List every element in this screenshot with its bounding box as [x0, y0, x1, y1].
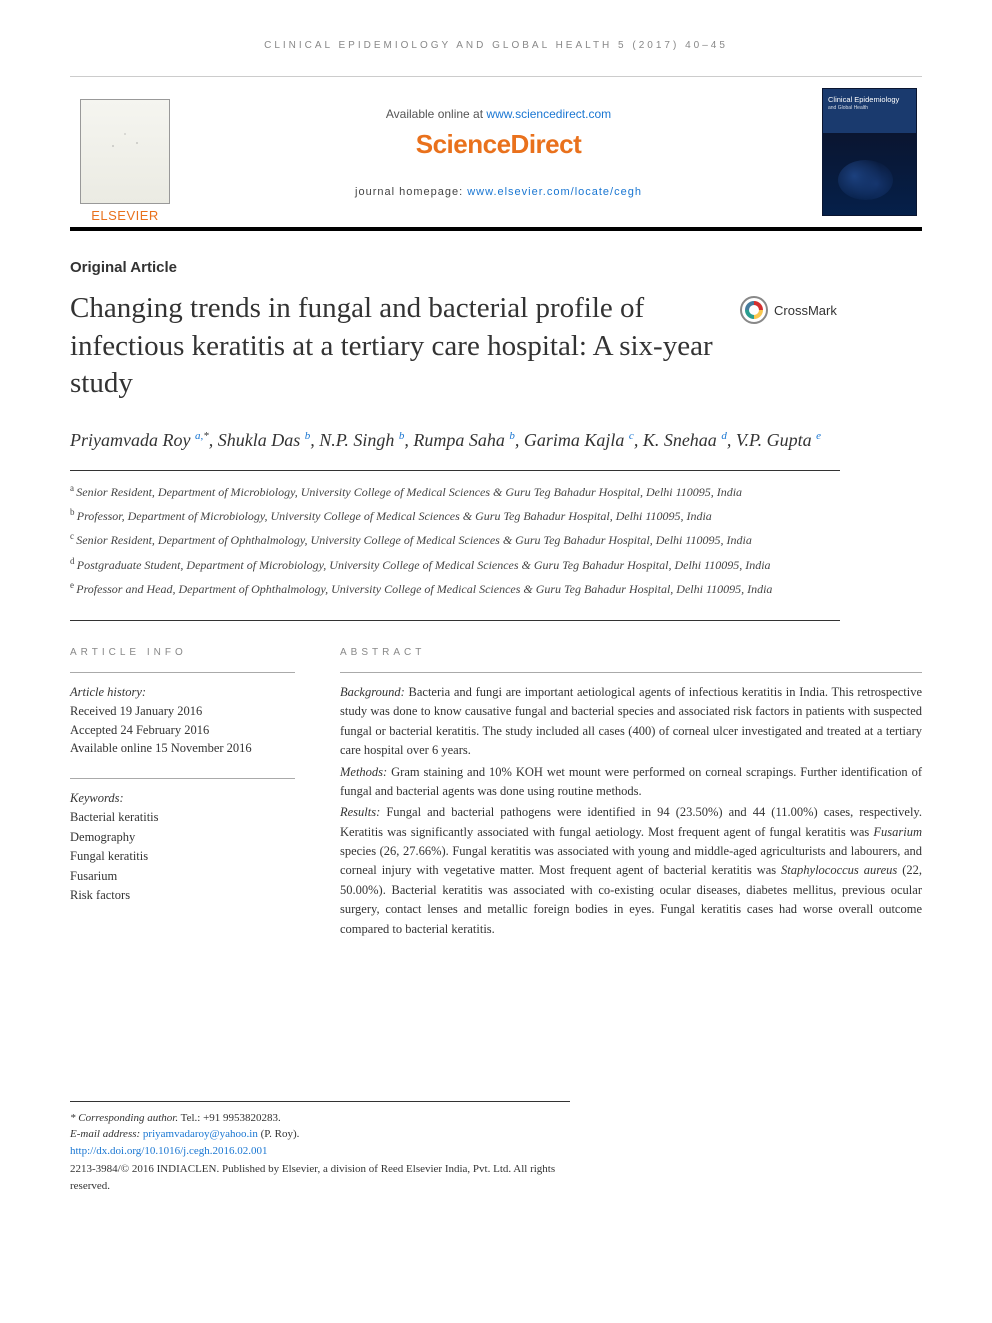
article-history-block: Article history: Received 19 January 201… [70, 672, 295, 758]
affiliation-line: e Professor and Head, Department of Opht… [70, 578, 840, 599]
author-affil-sup: a, [195, 430, 203, 442]
keywords-block: Keywords: Bacterial keratitisDemographyF… [70, 778, 295, 905]
affiliation-sup: e [70, 580, 76, 590]
author-name: N.P. Singh [319, 430, 399, 450]
title-row: Changing trends in fungal and bacterial … [70, 290, 922, 403]
doi-link[interactable]: http://dx.doi.org/10.1016/j.cegh.2016.02… [70, 1145, 267, 1157]
email-suffix: (P. Roy). [258, 1128, 300, 1140]
abstract-text: Fungal and bacterial pathogens were iden… [340, 805, 922, 935]
homepage-prefix: journal homepage: [355, 186, 467, 198]
abstract-paragraph: Results: Fungal and bacterial pathogens … [340, 803, 922, 939]
abstract-heading: abstract [340, 647, 922, 658]
history-online: Available online 15 November 2016 [70, 739, 295, 758]
keyword-item: Fungal keratitis [70, 847, 295, 866]
corresponding-star: * [203, 430, 209, 442]
history-label: Article history: [70, 683, 295, 702]
author-affil-sup: b [509, 430, 515, 442]
author-name: Garima Kajla [524, 430, 629, 450]
keyword-item: Demography [70, 828, 295, 847]
email-line: E-mail address: priyamvadaroy@yahoo.in (… [70, 1126, 570, 1143]
author-affil-sup: e [816, 430, 821, 442]
author-affil-sup: b [305, 430, 311, 442]
affiliation-line: d Postgraduate Student, Department of Mi… [70, 554, 840, 575]
author-name: Shukla Das [218, 430, 305, 450]
elsevier-wordmark: ELSEVIER [91, 208, 159, 223]
article-title: Changing trends in fungal and bacterial … [70, 290, 720, 403]
keyword-item: Fusarium [70, 867, 295, 886]
history-accepted: Accepted 24 February 2016 [70, 721, 295, 740]
author-name: Rumpa Saha [413, 430, 509, 450]
author-name: K. Snehaa [643, 430, 722, 450]
corresponding-author-line: * Corresponding author. Tel.: +91 995382… [70, 1110, 570, 1127]
article-info-heading: article info [70, 647, 295, 658]
abstract-run-in: Methods: [340, 765, 387, 779]
crossmark-label: CrossMark [774, 303, 837, 318]
cover-title-line1: Clinical Epidemiology [828, 95, 911, 104]
masthead: ELSEVIER Available online at www.science… [70, 76, 922, 231]
available-online-line: Available online at www.sciencedirect.co… [386, 107, 611, 121]
copyright-line: 2213-3984/© 2016 INDIACLEN. Published by… [70, 1161, 570, 1194]
abstract-run-in: Results: [340, 805, 380, 819]
sciencedirect-logo: ScienceDirect [416, 129, 581, 160]
author-affil-sup: d [721, 430, 727, 442]
available-prefix: Available online at [386, 107, 487, 121]
abstract-run-in: Background: [340, 685, 405, 699]
abstract-text: Bacteria and fungi are important aetiolo… [340, 685, 922, 757]
journal-cover-thumbnail: Clinical Epidemiology and Global Health [822, 88, 917, 216]
abstract-text: Gram staining and 10% KOH wet mount were… [340, 765, 922, 798]
journal-homepage-link[interactable]: www.elsevier.com/locate/cegh [467, 186, 642, 198]
cover-title-line2: and Global Health [828, 105, 911, 111]
author-name: Priyamvada Roy [70, 430, 195, 450]
affiliations-block: a Senior Resident, Department of Microbi… [70, 481, 840, 621]
affiliation-line: a Senior Resident, Department of Microbi… [70, 481, 840, 502]
author-affil-sup: c [629, 430, 634, 442]
keyword-item: Bacterial keratitis [70, 808, 295, 827]
crossmark-icon [740, 296, 768, 324]
info-abstract-row: article info Article history: Received 1… [70, 647, 922, 941]
affiliation-line: b Professor, Department of Microbiology,… [70, 505, 840, 526]
article-type-label: Original Article [70, 259, 922, 276]
masthead-center: Available online at www.sciencedirect.co… [180, 77, 817, 227]
abstract-paragraph: Background: Bacteria and fungi are impor… [340, 683, 922, 761]
corr-label: * Corresponding author. [70, 1112, 178, 1124]
abstract-paragraph: Methods: Gram staining and 10% KOH wet m… [340, 763, 922, 802]
article-info-column: article info Article history: Received 1… [70, 647, 295, 941]
affiliation-sup: d [70, 556, 77, 566]
running-head: clinical epidemiology and global health … [70, 40, 922, 51]
elsevier-logo-block: ELSEVIER [70, 77, 180, 227]
corr-email-link[interactable]: priyamvadaroy@yahoo.in [143, 1128, 258, 1140]
abstract-column: abstract Background: Bacteria and fungi … [340, 647, 922, 941]
footer-block: * Corresponding author. Tel.: +91 995382… [70, 1101, 570, 1195]
author-list: Priyamvada Roy a,*, Shukla Das b, N.P. S… [70, 427, 840, 471]
crossmark-widget[interactable]: CrossMark [740, 296, 837, 324]
journal-cover-block: Clinical Epidemiology and Global Health [817, 77, 922, 227]
keyword-item: Risk factors [70, 886, 295, 905]
sciencedirect-link[interactable]: www.sciencedirect.com [486, 107, 611, 121]
email-label: E-mail address: [70, 1128, 143, 1140]
abstract-body: Background: Bacteria and fungi are impor… [340, 672, 922, 939]
author-affil-sup: b [399, 430, 405, 442]
affiliation-line: c Senior Resident, Department of Ophthal… [70, 529, 840, 550]
affiliation-sup: b [70, 507, 77, 517]
elsevier-tree-icon [80, 99, 170, 204]
affiliation-sup: a [70, 483, 76, 493]
affiliation-sup: c [70, 531, 76, 541]
corr-tel: Tel.: +91 9953820283. [178, 1112, 281, 1124]
keywords-label: Keywords: [70, 789, 295, 808]
journal-homepage-line: journal homepage: www.elsevier.com/locat… [355, 186, 642, 198]
author-name: V.P. Gupta [736, 430, 816, 450]
history-received: Received 19 January 2016 [70, 702, 295, 721]
